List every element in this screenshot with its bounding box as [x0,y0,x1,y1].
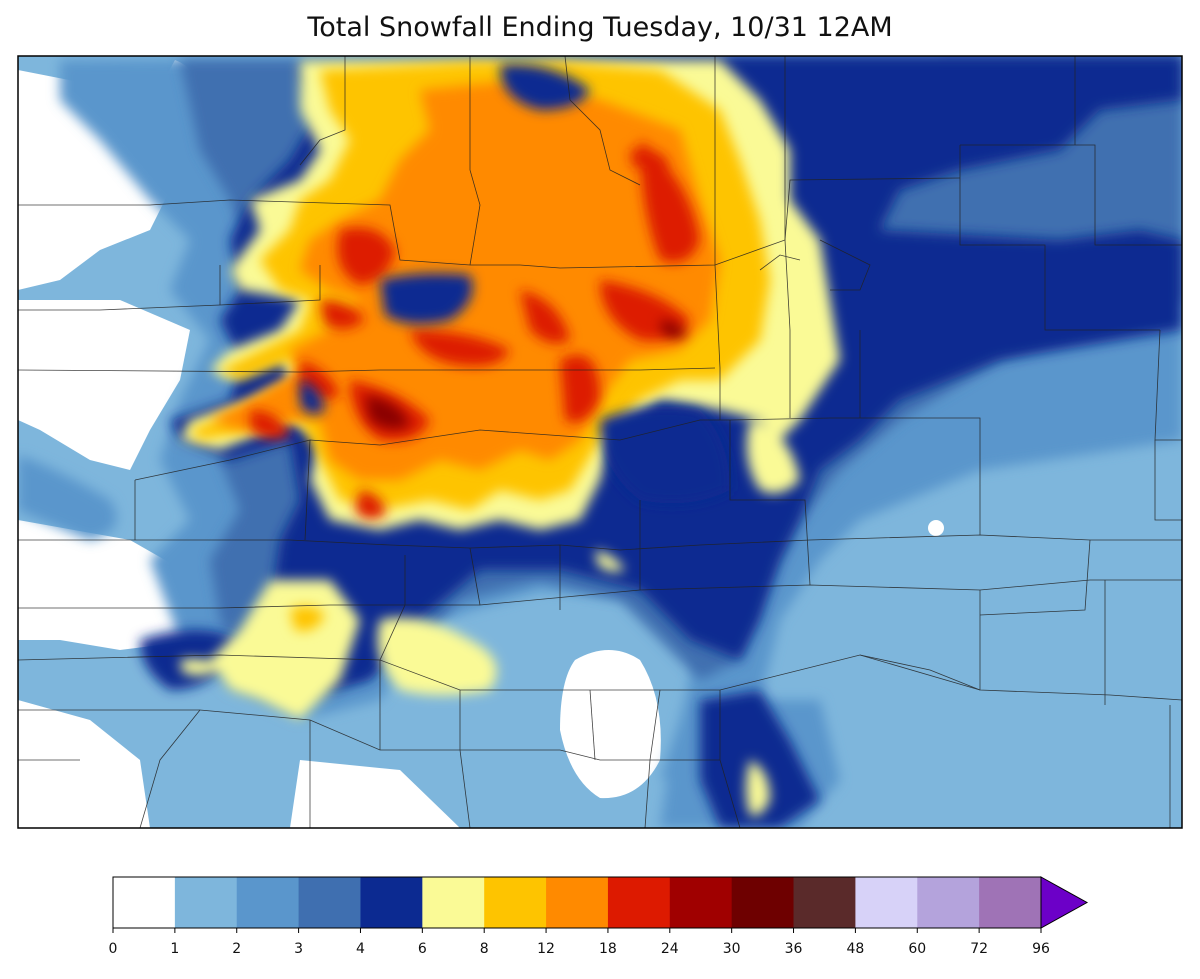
colorbar-tick-label: 6 [418,941,427,957]
colorbar-swatch [546,877,609,928]
colorbar-swatch [917,877,980,928]
colorbar-swatch [360,877,423,928]
colorbar-tick-label: 96 [1032,941,1050,957]
colorbar-tick-label: 24 [661,941,679,957]
colorbar-swatch [669,877,733,928]
colorbar-tick-label: 4 [356,941,365,957]
colorbar-tick-label: 30 [723,941,741,957]
zone-24-36in [365,320,688,429]
zone-18-24in [250,140,700,519]
colorbar-tick-label: 2 [232,941,241,957]
colorbar-swatch [298,877,361,928]
colorbar-tick-label: 12 [537,941,555,957]
map-frame [17,55,1183,829]
colorbar-tick-label: 3 [294,941,303,957]
colorbar-tick-label: 18 [599,941,617,957]
colorbar-swatch [236,877,300,928]
zone-under-1in [18,60,944,828]
county-boundaries [18,56,1182,828]
colorbar-swatch [855,877,918,928]
colorbar-tick-label: 60 [908,941,926,957]
colorbar-tick-label: 72 [970,941,988,957]
colorbar-extend-arrow [1040,876,1089,929]
colorbar-swatch [607,877,671,928]
colorbar-tick-label: 1 [170,941,179,957]
map-title: Total Snowfall Ending Tuesday, 10/31 12A… [307,12,893,43]
navy-holes [300,64,730,504]
colorbar-tick-label: 0 [109,941,118,957]
colorbar-swatch [113,877,176,928]
colorbar-swatch [422,877,485,928]
colorbar-tick-label: 8 [480,941,489,957]
colorbar-swatch [979,877,1042,928]
colorbar-swatch [731,877,795,928]
colorbar-tick-label: 36 [785,941,803,957]
colorbar-frame [112,876,1042,929]
colorbar-swatch [793,877,856,928]
colorbar-swatch [484,877,547,928]
colorbar-swatch [174,877,238,928]
colorbar-tick-label: 48 [846,941,864,957]
